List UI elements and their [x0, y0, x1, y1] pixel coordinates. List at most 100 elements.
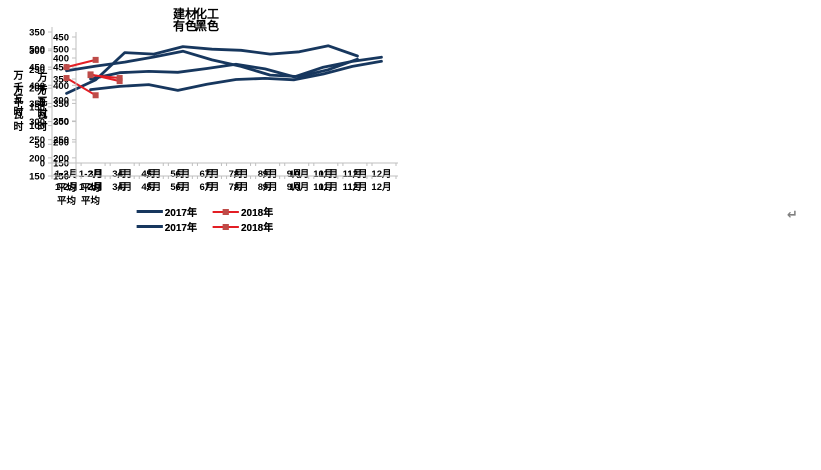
- y-tick-label: 0: [40, 159, 45, 170]
- series-2018-marker: [116, 75, 123, 82]
- x-tick-label: 9月: [287, 182, 302, 193]
- legend-label-2017: 2017年: [164, 208, 197, 219]
- x-tick-label: 11月: [319, 182, 339, 193]
- y-tick-label: 350: [29, 99, 45, 110]
- x-tick-label: 3月: [88, 182, 103, 193]
- y-tick-label: 400: [53, 81, 69, 92]
- x-tick-note: 平均: [81, 182, 101, 194]
- legend-label-2018: 2018年: [241, 223, 274, 234]
- y-tick-label: 350: [53, 99, 69, 110]
- x-tick-label: 12月: [371, 169, 391, 180]
- legend-item-2017: 2017年: [136, 219, 197, 234]
- series-2018-line: [89, 74, 121, 79]
- x-tick-label: 7月: [229, 182, 244, 193]
- series-2018-marker: [63, 64, 70, 71]
- series-2017-line: [89, 59, 383, 92]
- y-tick-label: 500: [29, 45, 45, 56]
- chart-title: 建材: [172, 7, 198, 21]
- x-tick-label: 4月: [141, 182, 156, 193]
- y-axis-title: 万千瓦时: [35, 84, 46, 133]
- x-tick-label: 10月: [289, 182, 309, 193]
- y-tick-label: 250: [29, 65, 45, 76]
- y-tick-label: 50: [34, 140, 45, 151]
- y-axis-title: 万千瓦时: [35, 72, 46, 120]
- x-tick-label: 4月: [117, 182, 132, 193]
- x-tick-label: 5月: [170, 182, 185, 193]
- y-tick-label: 400: [29, 81, 45, 92]
- y-tick-label: 150: [53, 172, 69, 183]
- legend-line-2017-swatch: [136, 210, 163, 213]
- x-tick-label: 8月: [234, 182, 249, 193]
- legend-label-2018: 2018年: [241, 208, 274, 219]
- y-tick-label: 300: [29, 46, 45, 57]
- x-tick-label: 6月: [200, 169, 215, 180]
- x-tick-label: 6月: [176, 169, 191, 180]
- y-tick-label: 300: [53, 96, 69, 107]
- x-tick-label: 1-2月: [55, 169, 78, 180]
- y-tick-label: 400: [53, 54, 69, 65]
- axes: [48, 44, 374, 179]
- x-tick-label: 4月: [117, 169, 132, 180]
- x-tick-label: 11月: [343, 182, 363, 193]
- x-tick-label: 12月: [347, 169, 367, 180]
- y-tick-label: 500: [53, 45, 69, 56]
- chart-panel-nonferrous: 有色 万千瓦时 500 450 400 350 300 250 200 150 1-2月 3月 4月…: [0, 0, 410, 235]
- x-tick-label: 11月: [319, 169, 339, 180]
- y-tick-label: 450: [53, 33, 69, 44]
- x-tick-label: 8月: [258, 169, 273, 180]
- x-tick-label: 10月: [289, 169, 309, 180]
- series-2018-line: [65, 77, 97, 97]
- legend-line-2018-swatch: [213, 223, 239, 230]
- x-tick-label: 8月: [234, 169, 249, 180]
- x-tick-label: 7月: [205, 182, 220, 193]
- legend-line-2018-swatch: [213, 208, 239, 215]
- x-tick-label: 6月: [200, 182, 215, 193]
- chart-title: 有色: [172, 19, 198, 33]
- y-tick-label: 150: [53, 159, 69, 170]
- series-2018-marker: [92, 56, 99, 63]
- chart-legend: 2017年 2018年: [136, 204, 274, 219]
- series-2018-marker: [87, 72, 94, 79]
- y-tick-label: 200: [29, 153, 45, 164]
- series-2018-marker: [116, 78, 123, 85]
- x-tick-label: 6月: [176, 182, 191, 193]
- x-tick-label: 10月: [313, 169, 333, 180]
- x-tick-label: 1-2月: [79, 169, 102, 180]
- y-tick-label: 450: [29, 63, 45, 74]
- series-2018-marker: [92, 92, 99, 99]
- y-tick-label: 300: [29, 117, 45, 128]
- x-tick-label: 10月: [313, 182, 333, 193]
- chart-title: 黑色: [194, 19, 220, 33]
- x-tick-label: 9月: [287, 169, 302, 180]
- y-tick-label: 350: [29, 28, 45, 39]
- y-tick-label: 200: [53, 153, 69, 164]
- y-tick-label: 250: [53, 135, 69, 146]
- x-tick-label: 9月: [263, 169, 278, 180]
- y-tick-label: 150: [29, 102, 45, 113]
- series-2018-line: [65, 58, 97, 69]
- legend-label-2018: 2018年: [241, 208, 274, 219]
- x-tick-label: 4月: [141, 169, 156, 180]
- x-tick-note: 平均: [81, 195, 101, 207]
- x-tick-label: 1-2月: [79, 182, 102, 193]
- legend-label-2017: 2017年: [164, 223, 197, 234]
- x-tick-note: 平均: [57, 195, 77, 207]
- x-tick-note: 平均: [57, 182, 77, 194]
- x-tick-label: 3月: [88, 169, 103, 180]
- legend-line-2017-swatch: [136, 225, 163, 228]
- y-tick-label: 250: [29, 135, 45, 146]
- series-2017-line: [65, 49, 359, 78]
- y-tick-label: 300: [53, 117, 69, 128]
- legend-square-marker-icon: [223, 208, 229, 215]
- series-2017-line: [65, 44, 359, 95]
- y-tick-label: 200: [29, 84, 45, 95]
- x-tick-label: 1-2月: [55, 182, 78, 193]
- y-tick-label: 450: [53, 63, 69, 74]
- x-tick-label: 11月: [343, 169, 363, 180]
- x-tick-label: 3月: [112, 182, 127, 193]
- x-tick-label: 7月: [205, 169, 220, 180]
- paragraph-return-mark: ↵: [787, 207, 798, 222]
